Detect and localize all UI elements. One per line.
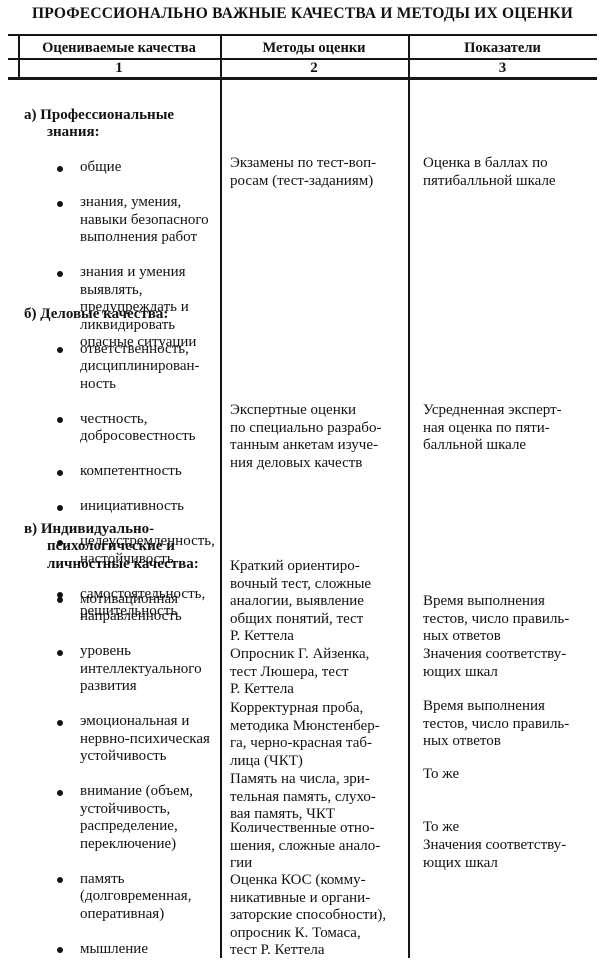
list-item: самостоятельность, решительность (24, 586, 218, 621)
section-b-qualities: б) Деловые качества: ответственность, ди… (24, 288, 218, 638)
section-a-methods: Экзамены по тест-воп- росам (тест-задани… (230, 155, 377, 189)
list-item: память (долговременная, оперативная) (24, 871, 218, 924)
list-item: знания и умения выявлять, предупреждать … (24, 264, 218, 352)
list-item: инициативность (24, 498, 218, 516)
list-item: целеустремленность, настойчивость (24, 533, 218, 568)
column-number-3: 3 (498, 59, 507, 76)
list-item: знания, умения, навыки безопасного выпол… (24, 194, 218, 247)
list-item: общие (24, 159, 218, 177)
section-a-indicators: Оценка в баллах по пятибалльной шкале (423, 155, 556, 189)
section-b-indicators: Усредненная эксперт- ная оценка по пяти-… (423, 402, 562, 453)
list-item: компетентность (24, 463, 218, 481)
page-title: ПРОФЕССИОНАЛЬНО ВАЖНЫЕ КАЧЕСТВА И МЕТОДЫ… (32, 5, 573, 22)
section-c-methods-item: Корректурная проба, методика Мюнстенбер-… (230, 700, 380, 769)
list-item: эмоциональная и нервно-психическая устой… (24, 713, 218, 766)
column-header-indicators: Показатели (464, 39, 541, 56)
list-item: уровень интеллектуального развития (24, 643, 218, 696)
table-border-top (8, 34, 597, 36)
column-number-1: 1 (115, 59, 123, 76)
list-item: мотивационная направленность (24, 591, 218, 626)
header-left-border (18, 34, 20, 80)
section-c-indicators-item: Значения соответству- ющих шкал (423, 837, 567, 871)
section-c-indicators-item: То же (423, 819, 460, 835)
section-c-heading: в) Индивидуально- психологические и личн… (24, 520, 199, 572)
header-bottom-border (8, 77, 597, 80)
section-c-methods-item: Краткий ориентиро- вочный тест, сложные … (230, 558, 372, 644)
section-b-heading: б) Деловые качества: (24, 305, 169, 322)
list-item: мышление (24, 941, 218, 959)
section-c-methods-item: Оценка КОС (комму- никативные и органи- … (230, 872, 387, 958)
section-c-indicators-item: Значения соответству- ющих шкал (423, 646, 567, 680)
section-c-methods-item: Память на числа, зри- тельная память, сл… (230, 771, 376, 822)
column-divider-2-3 (408, 34, 410, 958)
section-a-qualities: а) Профессиональные знания: общие знания… (24, 89, 218, 369)
section-b-methods: Экспертные оценки по специально разрабо-… (230, 402, 382, 471)
list-item: внимание (объем, устойчивость, распредел… (24, 783, 218, 853)
column-header-qualities: Оцениваемые качества (42, 39, 196, 56)
list-item: ответственность, дисциплинирован- ность (24, 341, 218, 394)
column-header-methods: Методы оценки (262, 39, 366, 56)
section-c-indicators-item: То же (423, 766, 460, 782)
section-c-indicators-item: Время выполнения тестов, число правиль- … (423, 698, 570, 749)
section-a-heading: а) Профессиональные знания: (24, 106, 175, 141)
section-c-methods-item: Количественные отно- шения, сложные анал… (230, 820, 381, 871)
column-number-2: 2 (310, 59, 318, 76)
section-c-methods-item: Опросник Г. Айзенка, тест Люшера, тест Р… (230, 646, 370, 697)
column-divider-1-2 (220, 34, 222, 958)
section-c-indicators-item: Время выполнения тестов, число правиль- … (423, 593, 570, 644)
section-c-qualities: в) Индивидуально- психологические и личн… (24, 503, 218, 972)
list-item: честность, добросовестность (24, 411, 218, 446)
header-divider (8, 58, 597, 60)
